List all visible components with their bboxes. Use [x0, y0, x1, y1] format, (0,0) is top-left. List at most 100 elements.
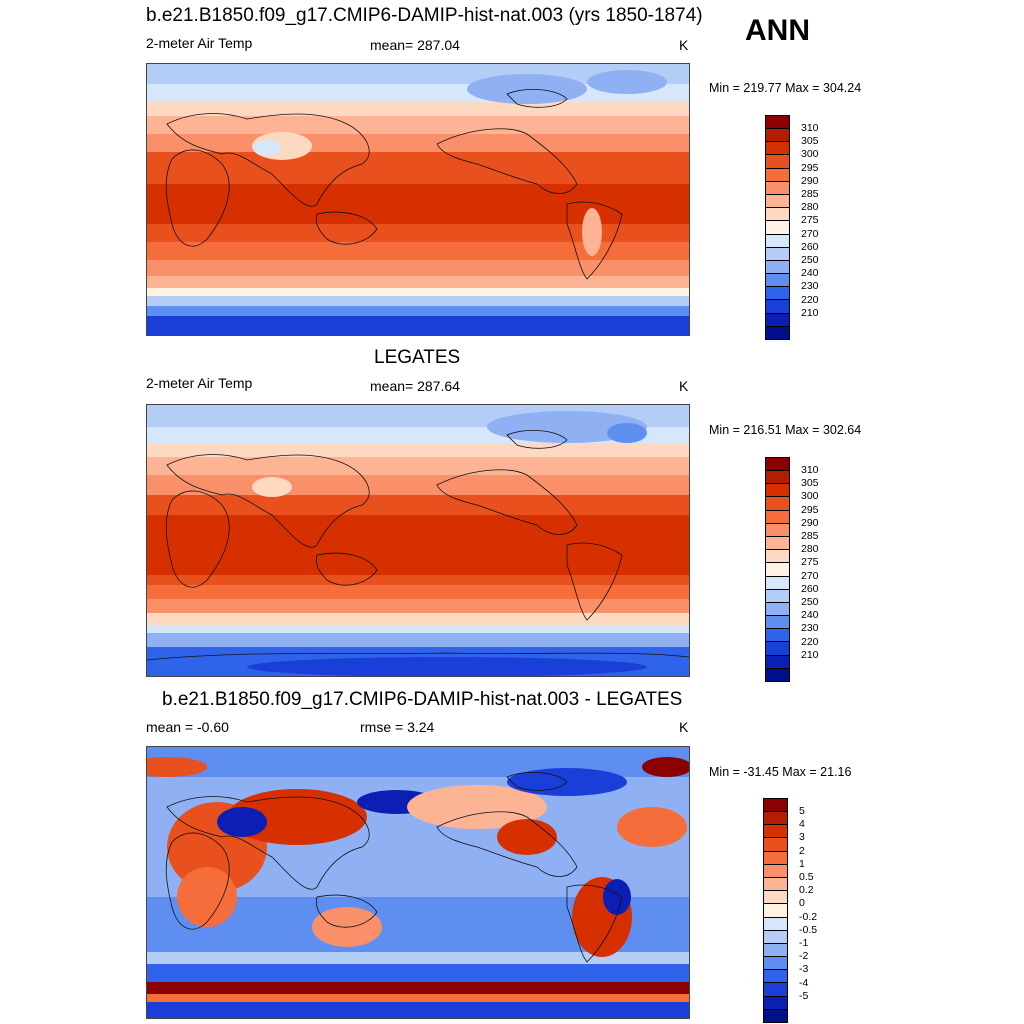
- panel2-units: K: [679, 378, 689, 394]
- colorbar-tick-label: 220: [801, 635, 819, 648]
- colorbar-swatch: [765, 563, 790, 577]
- panel2-mean: mean= 287.64: [370, 378, 460, 394]
- colorbar-swatch: [765, 642, 790, 656]
- colorbar-swatch: [765, 550, 790, 564]
- colorbar-tick-label: 260: [801, 240, 819, 253]
- colorbar-tick-label: 290: [801, 516, 819, 529]
- colorbar-swatch: [765, 471, 790, 485]
- panel3-minmax: Min = -31.45 Max = 21.16: [709, 765, 852, 779]
- colorbar-tick-label: 290: [801, 174, 819, 187]
- colorbar-tick-label: 5: [799, 805, 805, 817]
- colorbar-tick-label: 0.5: [799, 871, 814, 883]
- panel1-units: K: [679, 37, 689, 53]
- colorbar-swatch: [763, 891, 788, 905]
- colorbar-tick-label: 295: [801, 503, 819, 516]
- colorbar-swatch: [765, 260, 790, 275]
- colorbar-swatch: [763, 851, 788, 865]
- colorbar-tick-label: 270: [801, 569, 819, 582]
- season-label: ANN: [745, 14, 810, 47]
- panel1-title: b.e21.B1850.f09_g17.CMIP6-DAMIP-hist-nat…: [146, 5, 703, 26]
- colorbar-tick-label: 240: [801, 609, 819, 622]
- colorbar-swatch: [765, 457, 790, 471]
- panel2-map: [146, 404, 690, 677]
- panel2-temperature-field: [147, 405, 689, 676]
- colorbar-tick-label: 230: [801, 280, 819, 293]
- colorbar-tick-label: 2: [799, 844, 805, 857]
- panel1-minmax: Min = 219.77 Max = 304.24: [709, 81, 862, 95]
- colorbar-tick-label: -0.5: [799, 923, 818, 936]
- colorbar-tick-label: 300: [801, 490, 819, 503]
- colorbar-swatch: [765, 313, 790, 327]
- panel3-colorbar: 5 4 3 2 1 0.5 0.2 0 -0.2 -0.5 -1 -2 -3 -4 -5: [763, 798, 817, 1023]
- panel2-title: LEGATES: [374, 347, 461, 368]
- panel2-variable: 2-meter Air Temp: [146, 375, 253, 391]
- colorbar-swatch: [765, 155, 790, 169]
- colorbar-tick-label: 295: [801, 161, 819, 174]
- colorbar-tick-label: 305: [801, 477, 819, 490]
- colorbar-tick-label: 305: [801, 135, 819, 148]
- colorbar-tick-label: 0.2: [799, 884, 814, 897]
- panel3-difference-field: [147, 747, 689, 1018]
- colorbar-swatch: [763, 957, 788, 971]
- colorbar-swatch: [765, 115, 790, 129]
- colorbar-swatch: [763, 970, 788, 984]
- colorbar-tick-label: 210: [801, 648, 819, 661]
- colorbar-tick-label: 1: [799, 857, 805, 870]
- panel3-title: b.e21.B1850.f09_g17.CMIP6-DAMIP-hist-nat…: [162, 689, 683, 710]
- panel3-mean: mean = -0.60: [146, 719, 229, 735]
- colorbar-tick-label: 3: [799, 831, 805, 844]
- colorbar-swatch: [763, 983, 788, 997]
- colorbar-tick-label: -3: [799, 963, 809, 976]
- colorbar-swatch: [765, 221, 790, 235]
- colorbar-tick-label: -5: [799, 989, 809, 1002]
- colorbar-tick-label: 220: [801, 293, 819, 306]
- colorbar-swatch: [765, 194, 790, 209]
- colorbar-swatch: [765, 484, 790, 498]
- colorbar-swatch: [763, 904, 788, 918]
- colorbar-tick-label: 300: [801, 148, 819, 161]
- colorbar-tick-label: 240: [801, 267, 819, 280]
- panel3-map: [146, 746, 690, 1019]
- colorbar-swatch: [765, 234, 790, 248]
- panel1-variable: 2-meter Air Temp: [146, 35, 253, 51]
- colorbar-tick-label: -1: [799, 937, 809, 949]
- colorbar-swatch: [765, 589, 790, 603]
- colorbar-tick-label: 275: [801, 556, 819, 569]
- colorbar-swatch: [765, 274, 790, 288]
- colorbar-swatch: [765, 142, 790, 156]
- colorbar-swatch: [765, 536, 790, 551]
- colorbar-swatch: [765, 668, 790, 682]
- colorbar-tick-label: 280: [801, 201, 819, 214]
- colorbar-swatch: [765, 616, 790, 630]
- colorbar-tick-label: 310: [801, 122, 819, 134]
- colorbar-swatch: [763, 943, 788, 958]
- colorbar-swatch: [765, 129, 790, 143]
- colorbar-swatch: [763, 798, 788, 812]
- colorbar-swatch: [763, 996, 788, 1010]
- colorbar-swatch: [765, 247, 790, 261]
- colorbar-tick-label: -0.2: [799, 910, 818, 923]
- panel1-mean: mean= 287.04: [370, 37, 460, 53]
- colorbar-swatch: [765, 181, 790, 195]
- colorbar-tick-label: 250: [801, 254, 819, 266]
- colorbar-swatch: [765, 655, 790, 669]
- colorbar-tick-label: 275: [801, 214, 819, 227]
- colorbar-tick-label: 270: [801, 227, 819, 240]
- panel1-temperature-field: [147, 64, 689, 335]
- panel1-map: [146, 63, 690, 336]
- panel1-colorbar: 310 305 300 295 290 285 280 275 270 260 250 240 230 2…: [765, 115, 819, 340]
- colorbar-swatch: [765, 510, 790, 524]
- colorbar-swatch: [763, 1009, 788, 1023]
- colorbar-tick-label: 285: [801, 530, 819, 542]
- colorbar-tick-label: 280: [801, 543, 819, 556]
- colorbar-swatch: [763, 864, 788, 878]
- colorbar-swatch: [765, 168, 790, 182]
- colorbar-swatch: [765, 300, 790, 314]
- colorbar-tick-label: 285: [801, 188, 819, 200]
- colorbar-tick-label: -4: [799, 976, 809, 989]
- colorbar-swatch: [763, 838, 788, 852]
- colorbar-tick-label: 210: [801, 306, 819, 319]
- colorbar-swatch: [763, 877, 788, 892]
- colorbar-swatch: [765, 326, 790, 340]
- panel3-units: K: [679, 719, 689, 735]
